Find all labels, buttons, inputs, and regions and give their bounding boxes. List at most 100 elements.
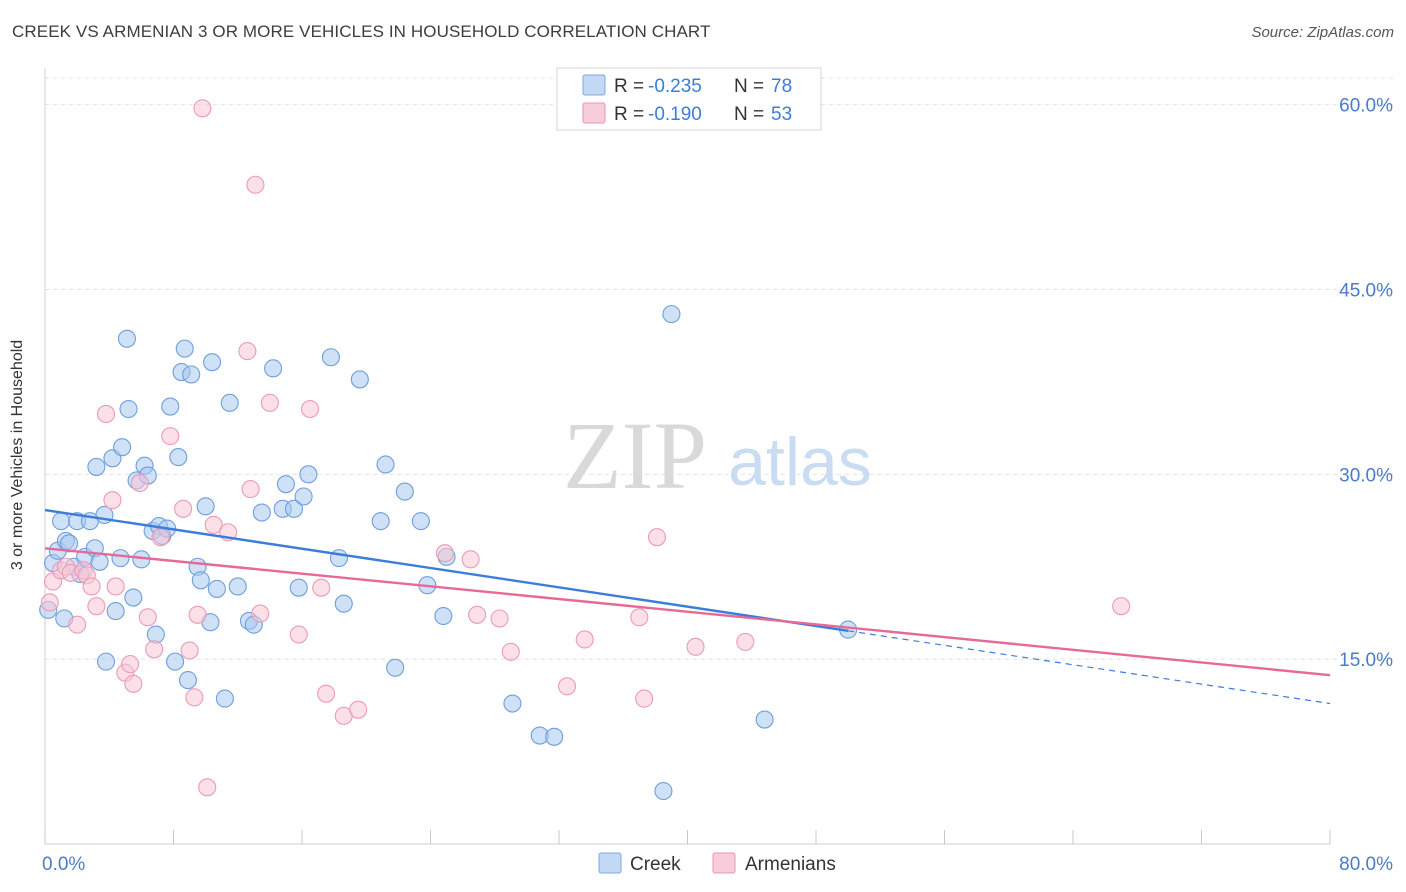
legend-n-label: N = (734, 76, 764, 97)
legend-n-value: 78 (771, 76, 792, 97)
series-legend: Creek Armenians (598, 852, 836, 875)
creek-point (111, 549, 130, 568)
armenians-point (145, 640, 164, 659)
legend-swatch-armenians (712, 852, 736, 874)
trend-lines (44, 508, 1331, 705)
armenians-point (246, 175, 265, 194)
armenians-point (241, 480, 260, 499)
watermark-zip: ZIP (563, 402, 707, 509)
creek-point (175, 339, 194, 358)
creek-point (264, 359, 283, 378)
armenians-point (198, 778, 217, 797)
armenians-point (490, 609, 509, 628)
creek-point (90, 552, 109, 571)
armenians-point (317, 684, 336, 703)
legend-r-value: -0.235 (648, 76, 702, 97)
armenians-point (121, 655, 140, 674)
armenians-point (87, 597, 106, 616)
armenians-trend-line (44, 547, 1331, 677)
legend-label-armenians: Armenians (745, 854, 836, 875)
creek-point (119, 399, 138, 419)
creek-point (207, 579, 226, 598)
creek-point (96, 652, 116, 671)
x-tick-label: 80.0% (1339, 854, 1393, 875)
y-tick-label: 15.0% (1339, 650, 1393, 671)
legend-r-value: -0.190 (648, 104, 702, 125)
armenians-point (138, 608, 157, 627)
armenians-point (174, 499, 193, 518)
creek-point (106, 602, 125, 621)
creek-trend-line (44, 508, 849, 633)
creek-point (289, 578, 308, 597)
creek-point (191, 571, 210, 590)
creek-point (545, 727, 564, 746)
legend-r-label: R = (614, 104, 644, 125)
creek-point (350, 370, 369, 389)
armenians-point (185, 688, 204, 707)
creek-point (52, 512, 71, 531)
watermark: ZIP atlas (563, 402, 872, 509)
armenians-point (106, 577, 125, 596)
armenians-point (461, 550, 480, 569)
creek-point (371, 512, 390, 531)
armenians-point (289, 625, 308, 644)
creek-point (334, 594, 353, 613)
creek-point (124, 588, 143, 607)
x-tick-label: 0.0% (42, 854, 85, 875)
creek-point (654, 781, 673, 801)
creek-point (220, 393, 239, 412)
creek-point (117, 329, 136, 348)
creek-point (294, 487, 313, 506)
chart-title: CREEK VS ARMENIAN 3 OR MORE VEHICLES IN … (12, 22, 711, 41)
armenians-point (312, 578, 331, 597)
creek-point (299, 465, 318, 484)
creek-point (503, 694, 522, 713)
armenians-point (251, 604, 270, 623)
armenians-point (736, 632, 755, 651)
legend-swatch-armenians (582, 102, 606, 124)
y-tick-label: 60.0% (1339, 96, 1393, 117)
creek-point (386, 658, 405, 677)
creek-point (161, 397, 180, 416)
creek-point (166, 652, 185, 671)
armenians-point (1112, 597, 1131, 616)
legend-r-label: R = (614, 76, 644, 97)
creek-point (662, 305, 681, 324)
armenians-point (124, 674, 143, 693)
armenians-point (575, 630, 594, 649)
creek-point (113, 438, 132, 457)
armenians-point (238, 342, 257, 361)
armenians-point (349, 700, 368, 719)
armenians-point (647, 528, 667, 547)
creek-point (434, 606, 453, 626)
armenians-point (188, 605, 207, 624)
y-tick-label: 30.0% (1339, 465, 1393, 486)
armenians-point (468, 605, 487, 624)
creek-point (411, 512, 430, 531)
armenians-point (161, 427, 180, 446)
armenians-point (130, 473, 149, 492)
gridlines (45, 77, 1395, 660)
armenians-point (103, 491, 122, 510)
legend-n-value: 53 (771, 104, 792, 125)
correlation-legend: R = -0.235 N = 78 R = -0.190 N = 53 (556, 67, 822, 131)
creek-point (276, 475, 295, 494)
creek-point (87, 457, 106, 476)
armenians-point (686, 637, 705, 656)
armenians-point (96, 404, 116, 423)
armenians-point (435, 544, 455, 563)
y-tick-labels: 15.0% 30.0% 45.0% 60.0% (1339, 96, 1393, 672)
watermark-atlas: atlas (728, 424, 872, 500)
creek-point (178, 671, 198, 690)
legend-label-creek: Creek (630, 854, 681, 875)
armenians-point (300, 399, 320, 419)
creek-point (284, 499, 304, 518)
x-tick-labels: 0.0% 80.0% (42, 854, 1393, 875)
creek-point (228, 577, 247, 596)
armenians-point (501, 642, 520, 661)
y-tick-label: 45.0% (1339, 280, 1393, 301)
armenians-point (68, 615, 87, 634)
creek-point (182, 365, 201, 384)
creek-trend-extension (848, 630, 1331, 705)
